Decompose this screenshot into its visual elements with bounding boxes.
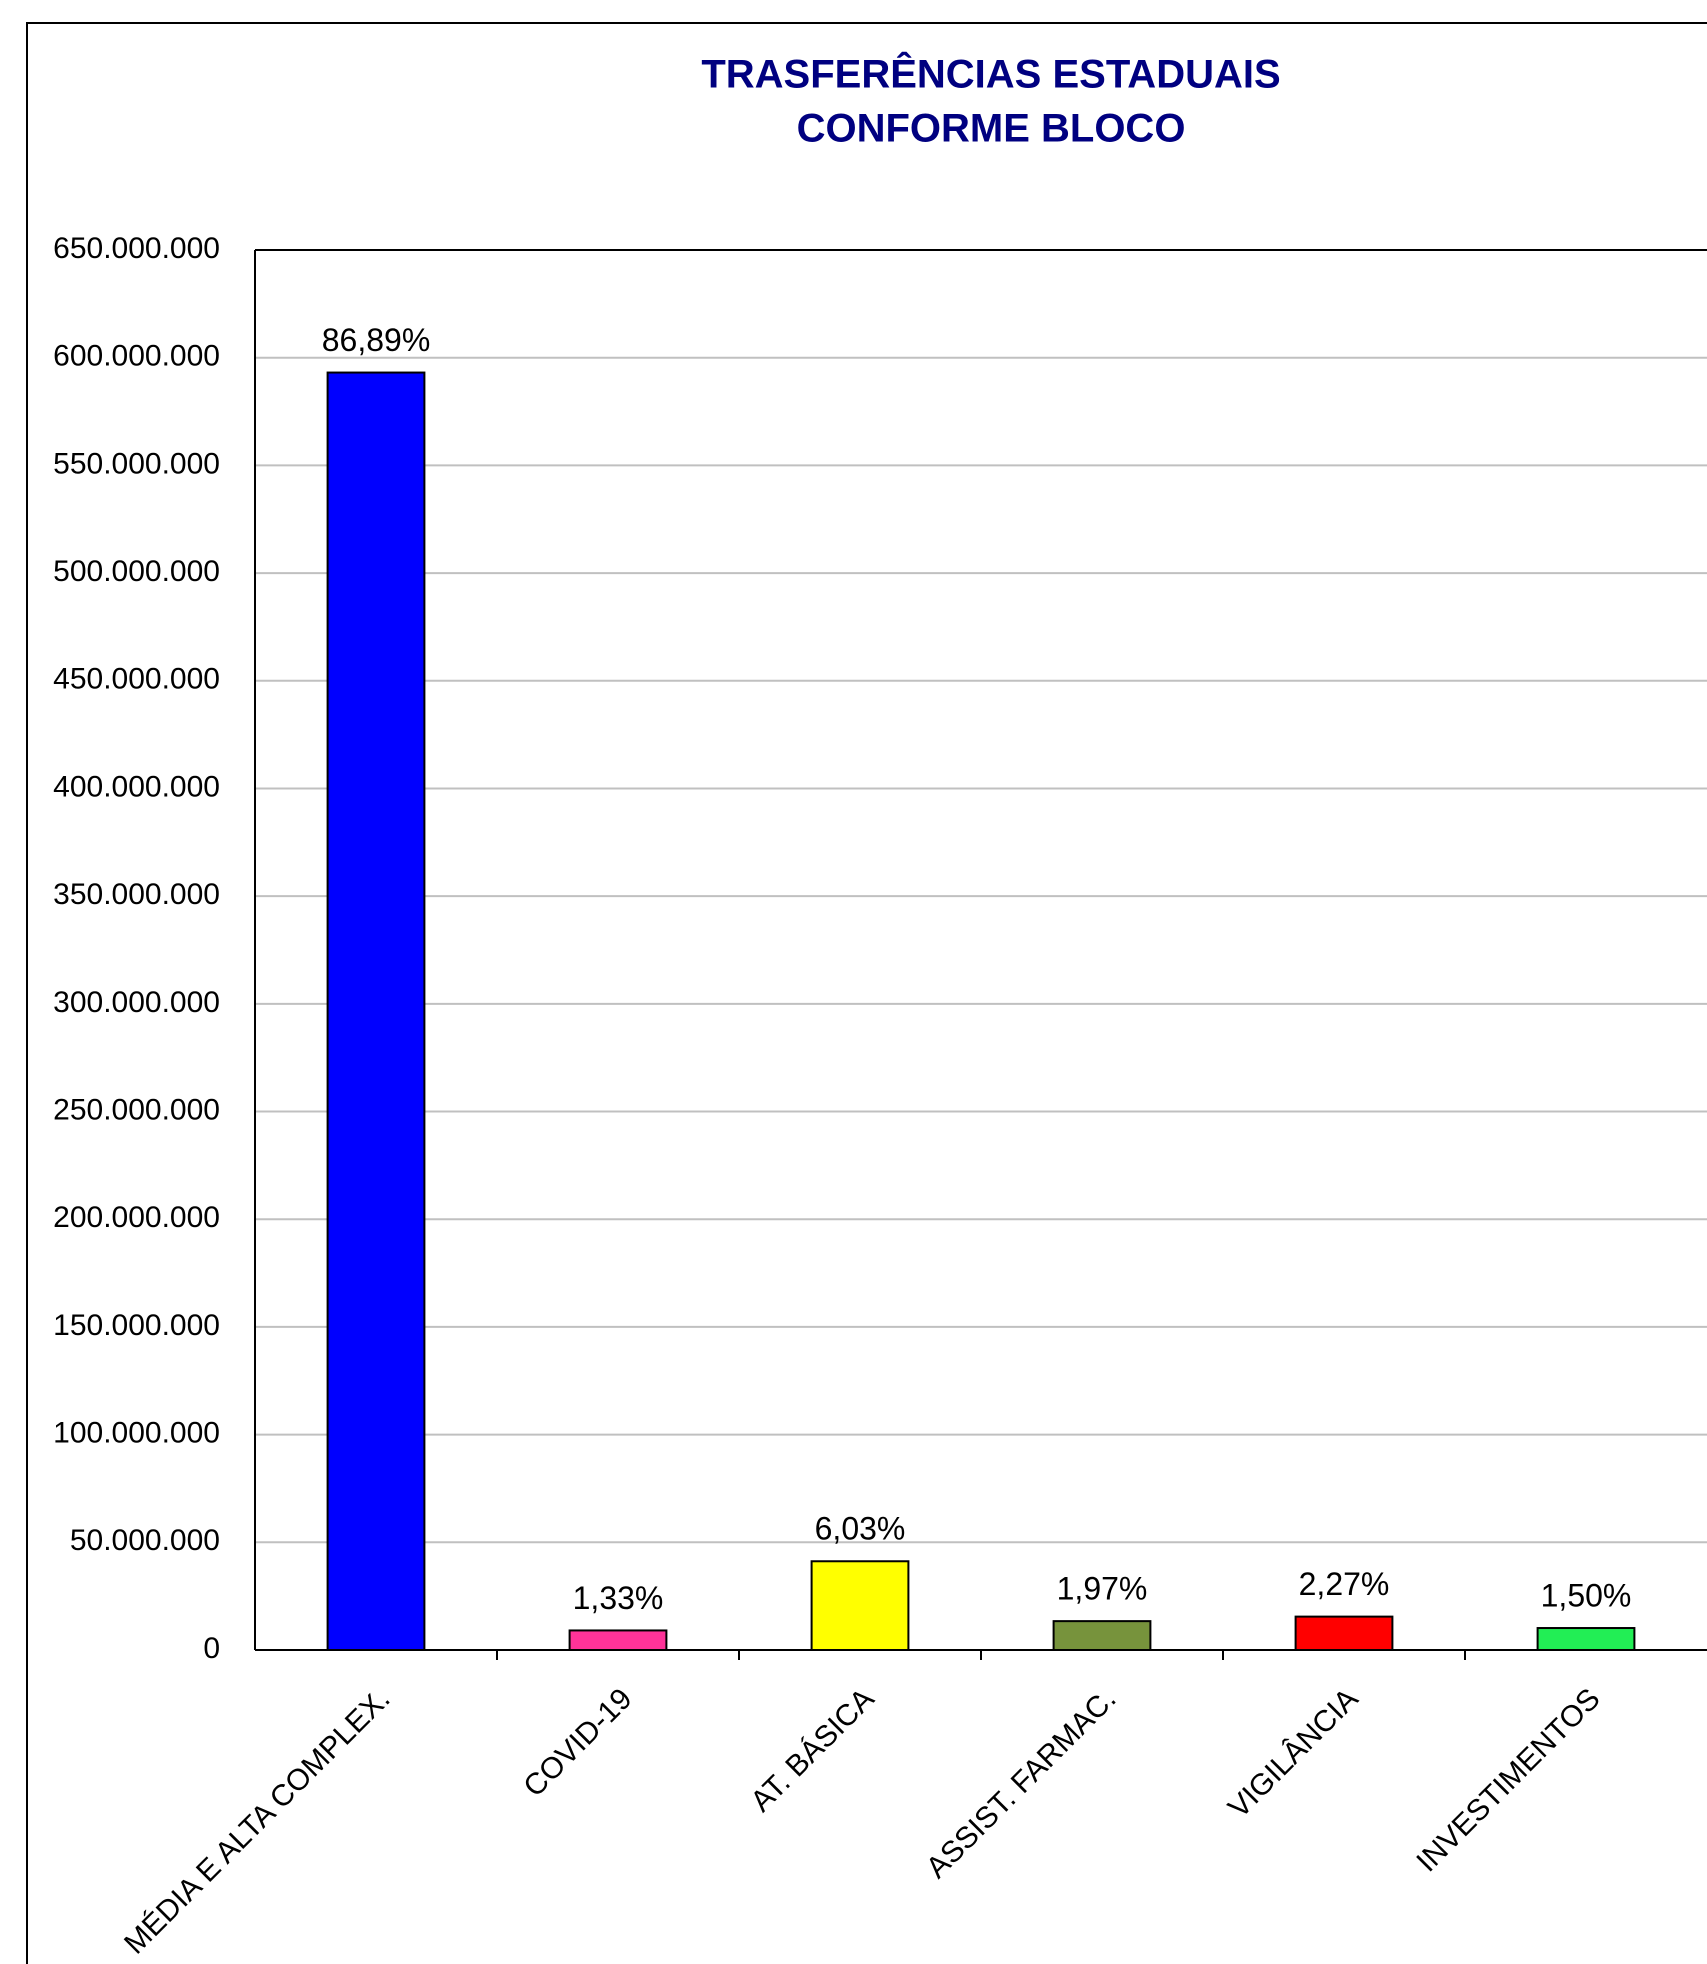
y-tick-label: 650.000.000 (53, 232, 220, 265)
bar (1536, 1627, 1636, 1651)
data-label: 1,33% (573, 1580, 664, 1616)
data-label: 6,03% (815, 1511, 906, 1547)
y-tick-label: 250.000.000 (53, 1093, 220, 1126)
bar (810, 1560, 910, 1652)
data-label: 1,97% (1057, 1571, 1148, 1607)
y-tick-label: 300.000.000 (53, 986, 220, 1019)
y-tick-label: 500.000.000 (53, 555, 220, 588)
y-tick-label: 0 (203, 1632, 220, 1665)
chart-title: CONFORME BLOCO (797, 107, 1186, 151)
bar (568, 1629, 668, 1652)
data-label: 86,89% (322, 322, 431, 358)
data-label: 2,27% (1299, 1566, 1390, 1602)
chart-border (26, 22, 1707, 1964)
y-tick-label: 150.000.000 (53, 1309, 220, 1342)
bar (326, 371, 426, 1651)
y-tick-label: 350.000.000 (53, 878, 220, 911)
y-tick-label: 400.000.000 (53, 770, 220, 803)
y-tick-label: 600.000.000 (53, 340, 220, 373)
y-tick-label: 50.000.000 (70, 1524, 220, 1557)
x-tick-label: COVID-19 (517, 1682, 638, 1803)
x-tick-label: ASSIST. FARMAC. (920, 1682, 1123, 1885)
x-tick-label: MÉDIA E ALTA COMPLEX. (118, 1682, 396, 1960)
y-tick-label: 200.000.000 (53, 1201, 220, 1234)
data-label: 1,50% (1541, 1577, 1632, 1613)
y-tick-label: 550.000.000 (53, 447, 220, 480)
bar (1052, 1620, 1152, 1651)
y-tick-label: 100.000.000 (53, 1417, 220, 1450)
y-tick-label: 450.000.000 (53, 663, 220, 696)
chart-title: TRASFERÊNCIAS ESTADUAIS (701, 51, 1280, 97)
bar (1294, 1615, 1394, 1651)
x-tick-label: AT. BÁSICA (744, 1682, 880, 1818)
x-tick-label: VIGILÂNCIA (1222, 1682, 1364, 1824)
x-tick-label: INVESTIMENTOS (1410, 1682, 1606, 1878)
